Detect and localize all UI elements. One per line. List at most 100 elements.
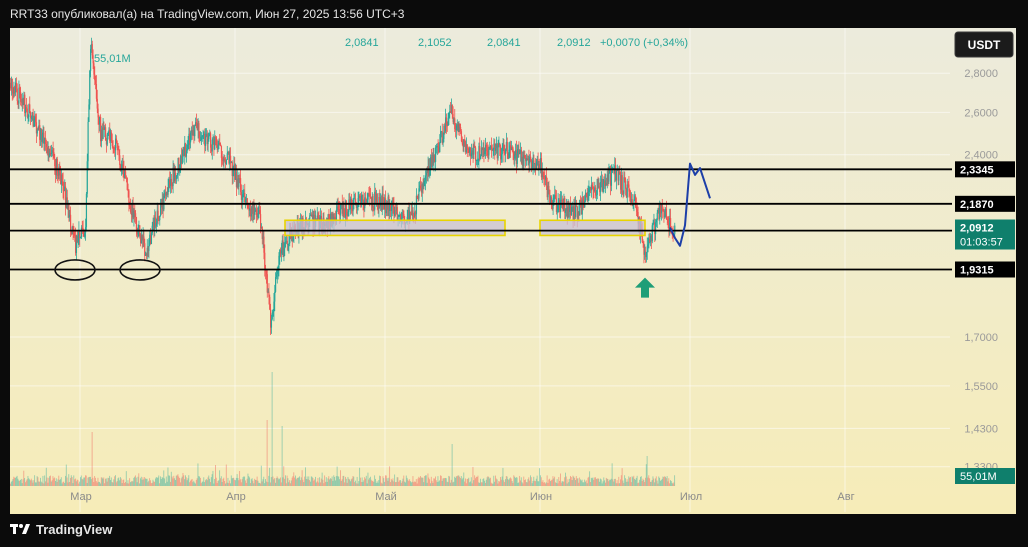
- volume-bar: [234, 479, 236, 486]
- volume-bar: [641, 480, 643, 486]
- candle-body: [158, 219, 160, 221]
- candle-body: [502, 144, 504, 149]
- volume-bar: [315, 476, 316, 486]
- candle-body: [473, 145, 475, 155]
- candle-body: [365, 197, 367, 200]
- volume-bar: [505, 475, 507, 486]
- candle-body: [423, 180, 425, 187]
- volume-bar: [623, 482, 625, 486]
- volume-bar: [431, 480, 433, 486]
- volume-bar: [359, 467, 361, 486]
- currency-button[interactable]: USDT: [954, 31, 1014, 58]
- candle-body: [195, 122, 198, 127]
- volume-bar: [273, 479, 275, 486]
- candle-body: [470, 147, 472, 157]
- candle-body: [448, 112, 450, 118]
- volume-bar: [123, 479, 125, 486]
- candle-body: [655, 222, 657, 235]
- volume-bar: [625, 478, 626, 486]
- candle-body: [67, 204, 69, 209]
- volume-bar: [360, 481, 362, 486]
- volume-bar: [552, 476, 554, 486]
- volume-bar: [593, 479, 595, 486]
- volume-bar: [260, 483, 261, 486]
- volume-bar: [515, 477, 517, 486]
- candle-body: [616, 170, 618, 172]
- candle-body: [376, 193, 378, 205]
- candle-body: [549, 190, 551, 203]
- price-axis[interactable]: 2,80002,60002,40001,70001,55001,43001,33…: [955, 68, 1015, 484]
- currency-button-label[interactable]: USDT: [968, 38, 1001, 52]
- candle-body: [493, 143, 495, 150]
- volume-bar: [223, 477, 225, 486]
- time-axis[interactable]: Мар Апр Май Июн Июл Авг: [70, 491, 854, 503]
- volume-bar: [33, 480, 35, 486]
- candle-body: [490, 145, 492, 147]
- candle-body: [79, 230, 81, 238]
- volume-bar: [347, 476, 349, 486]
- volume-bar: [566, 483, 568, 486]
- candle-body: [189, 133, 191, 143]
- volume-bar: [165, 476, 167, 486]
- candle-body: [186, 148, 188, 151]
- candle-body: [248, 208, 250, 211]
- candle-body: [385, 202, 388, 214]
- candle-body: [361, 194, 363, 196]
- candle-body: [200, 140, 202, 142]
- volume-bar: [140, 476, 142, 486]
- volume-bar: [226, 482, 228, 486]
- candle-body: [600, 182, 602, 193]
- volume-bar: [59, 479, 61, 486]
- footer-brand[interactable]: TradingView: [10, 519, 112, 539]
- volume-bar: [242, 477, 244, 486]
- candle-body: [215, 137, 217, 138]
- candle-body: [191, 130, 193, 136]
- candle-body: [425, 171, 428, 176]
- candle-body: [669, 218, 671, 231]
- volume-bar: [175, 479, 176, 486]
- volume-bar: [488, 477, 490, 486]
- candle-body: [147, 247, 149, 252]
- candle-body: [110, 132, 112, 142]
- volume-bar: [495, 475, 496, 486]
- volume-bar: [535, 478, 537, 486]
- projection-path: [669, 162, 711, 247]
- ohlc-change: +0,0070 (+0,34%): [600, 37, 688, 49]
- volume-bar: [18, 480, 20, 486]
- candle-body: [20, 101, 23, 103]
- volume-bar: [122, 479, 124, 486]
- candle-body: [659, 203, 661, 220]
- volume-bar: [189, 482, 191, 486]
- candle-body: [604, 180, 606, 186]
- candle-body: [160, 202, 162, 216]
- candle-body: [607, 174, 609, 182]
- candle-body: [292, 236, 294, 242]
- volume-bar: [157, 477, 159, 486]
- candle-body: [224, 158, 226, 160]
- candle-body: [534, 163, 536, 165]
- volume-bar: [184, 479, 186, 486]
- volume-bar: [458, 475, 460, 486]
- volume-bar: [563, 481, 565, 486]
- candle-body: [540, 158, 543, 178]
- volume-bar: [467, 478, 469, 486]
- volume-bar: [182, 472, 184, 486]
- volume-bar: [668, 478, 670, 486]
- volume-bar: [201, 481, 203, 486]
- volume-bar: [247, 473, 249, 486]
- volume-bar: [456, 476, 458, 486]
- volume-bar: [484, 480, 486, 486]
- candle-body: [210, 133, 212, 148]
- candle-body: [317, 215, 319, 218]
- volume-bar: [388, 477, 390, 486]
- volume-bar: [455, 477, 456, 486]
- candle-body: [55, 158, 58, 176]
- volume-bar: [562, 481, 564, 486]
- candle-body: [28, 104, 30, 117]
- candle-body: [650, 235, 652, 243]
- candle-body: [23, 94, 25, 105]
- time-tick-label: Июн: [530, 491, 552, 503]
- volume-bar: [261, 481, 263, 486]
- currency-button-bg[interactable]: [954, 31, 1014, 58]
